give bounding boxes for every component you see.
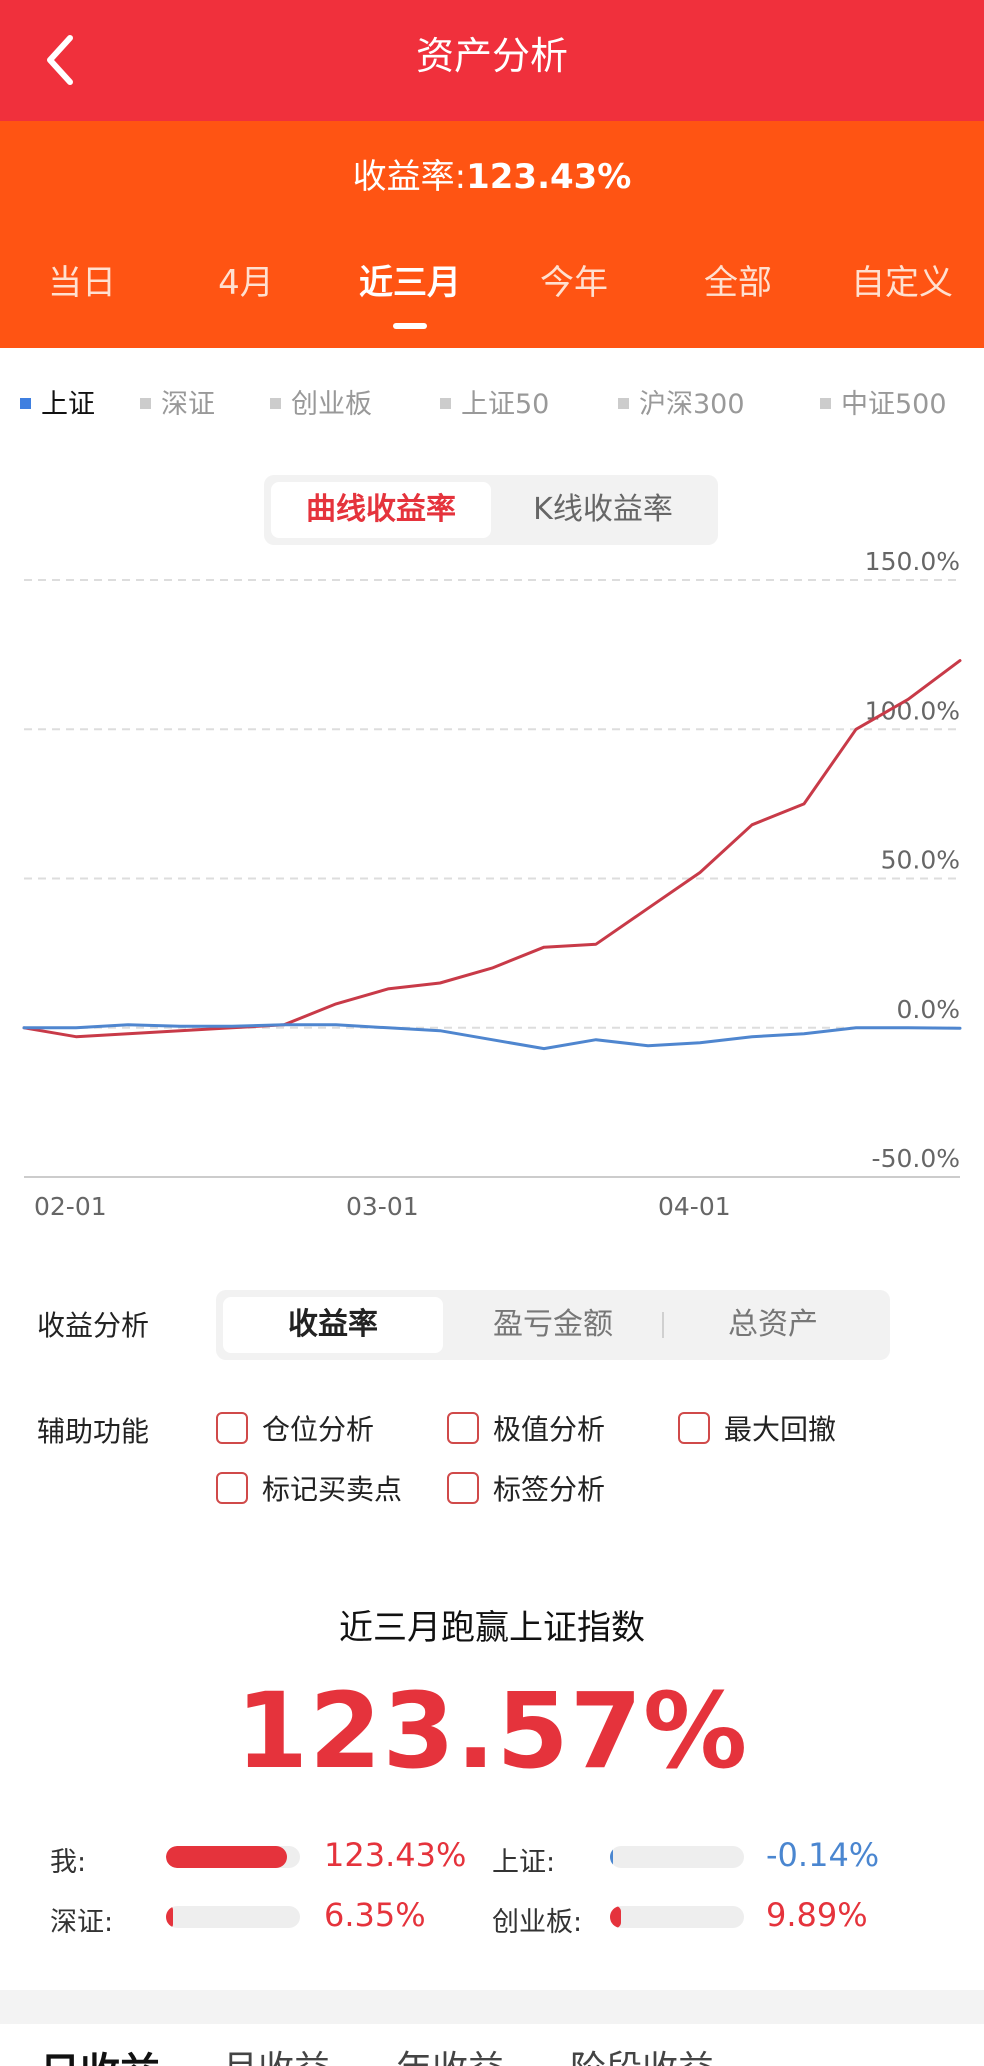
checkbox-icon — [216, 1472, 248, 1504]
y-tick-label: 150.0% — [865, 547, 960, 576]
yield-chart-svg: 150.0% 100.0% 50.0% 0.0% -50.0% 02-01 03-01 04-… — [22, 547, 962, 1221]
checkbox-icon — [678, 1412, 710, 1444]
checkbox-extreme-analysis[interactable]: 极值分析 — [447, 1410, 605, 1450]
tab-monthly-yield[interactable]: 月收益 — [222, 2040, 330, 2066]
index-cyb[interactable]: 创业板 — [270, 380, 372, 430]
tab-analysis-pnl[interactable]: 盈亏金额 — [493, 1307, 613, 1342]
checkbox-position-analysis[interactable]: 仓位分析 — [216, 1410, 374, 1450]
checkbox-icon — [447, 1472, 479, 1504]
tab-yearly-yield[interactable]: 年收益 — [396, 2040, 504, 2066]
tab-period-ytd[interactable]: 今年 — [540, 263, 608, 303]
beat-index-title: 近三月跑赢上证指数 — [339, 1608, 645, 1648]
tab-period-today[interactable]: 当日 — [48, 263, 116, 303]
summary-band: 收益率:123.43% 当日 4月 近三月 今年 全部 自定义 — [0, 121, 984, 348]
analysis-row: 收益分析 收益率 盈亏金额 总资产 — [0, 1290, 984, 1362]
compare-bar-fill — [166, 1906, 173, 1928]
checkbox-icon — [447, 1412, 479, 1444]
compare-value-cyb: 9.89% — [766, 1896, 868, 1934]
series-line-mine — [22, 659, 962, 1039]
x-tick-label: 04-01 — [658, 1192, 731, 1221]
compare-label-cyb: 创业板: — [492, 1907, 583, 1938]
checkbox-max-drawdown[interactable]: 最大回撤 — [678, 1410, 836, 1450]
bottom-tabs: 日收益 月收益 年收益 阶段收益 — [0, 2024, 984, 2066]
compare-label-sz: 深证: — [50, 1907, 114, 1938]
checkbox-trade-points[interactable]: 标记买卖点 — [216, 1470, 402, 1510]
index-sh[interactable]: 上证 — [20, 380, 95, 430]
mode-curve-yield[interactable]: 曲线收益率 — [271, 482, 491, 538]
checkbox-tag-analysis[interactable]: 标签分析 — [447, 1470, 605, 1510]
index-dot-icon — [140, 398, 151, 409]
yield-value: 123.43% — [466, 157, 632, 197]
compare-bar-fill — [610, 1906, 621, 1928]
active-tab-indicator — [393, 323, 427, 329]
compare-bar-fill — [166, 1846, 287, 1868]
x-tick-label: 02-01 — [34, 1192, 107, 1221]
compare-label-sh: 上证: — [492, 1847, 556, 1878]
aux-functions: 辅助功能 仓位分析 极值分析 最大回撤 标记买卖点 标签分析 — [0, 1410, 984, 1540]
tab-analysis-assets[interactable]: 总资产 — [728, 1307, 818, 1342]
tab-period-april[interactable]: 4月 — [218, 263, 274, 303]
index-dot-icon — [20, 398, 31, 409]
aux-label: 辅助功能 — [37, 1415, 150, 1448]
tab-stage-yield[interactable]: 阶段收益 — [570, 2040, 714, 2066]
compare-bar-sh — [610, 1846, 744, 1868]
compare-value-sz: 6.35% — [324, 1896, 426, 1934]
section-gap — [0, 1990, 984, 2024]
index-dot-icon — [440, 398, 451, 409]
page-title: 资产分析 — [415, 34, 568, 78]
compare-bar-fill — [610, 1846, 613, 1868]
index-sh50[interactable]: 上证50 — [440, 380, 549, 430]
total-yield: 收益率:123.43% — [0, 149, 984, 198]
compare-bar-cyb — [610, 1906, 744, 1928]
y-tick-label: 100.0% — [865, 696, 960, 725]
analysis-tabs: 收益率 盈亏金额 总资产 — [216, 1290, 890, 1360]
index-hs300[interactable]: 沪深300 — [618, 380, 745, 430]
beat-index-value: 123.57% — [235, 1670, 749, 1792]
index-dot-icon — [820, 398, 831, 409]
compare-value-sh: -0.14% — [766, 1836, 880, 1874]
compare-bar-mine — [166, 1846, 300, 1868]
y-tick-label: -50.0% — [872, 1144, 960, 1173]
y-tick-label: 0.0% — [896, 995, 960, 1024]
top-bar: 资产分析 — [0, 0, 984, 121]
compare-value-mine: 123.43% — [324, 1836, 467, 1874]
checkbox-icon — [216, 1412, 248, 1444]
mode-kline-yield[interactable]: K线收益率 — [533, 492, 673, 527]
period-tabs: 当日 4月 近三月 今年 全部 自定义 — [0, 261, 984, 341]
tab-period-custom[interactable]: 自定义 — [851, 263, 953, 303]
index-zz500[interactable]: 中证500 — [820, 380, 947, 430]
compare-bar-sz — [166, 1906, 300, 1928]
y-tick-label: 50.0% — [881, 846, 960, 875]
x-tick-label: 03-01 — [346, 1192, 419, 1221]
yield-chart: 150.0% 100.0% 50.0% 0.0% -50.0% 02-01 03-01 04-… — [0, 540, 984, 1240]
index-selector: 上证 深证 创业板 上证50 沪深300 中证500 — [0, 380, 984, 430]
tab-divider — [662, 1312, 664, 1338]
tab-daily-yield[interactable]: 日收益 — [40, 2040, 160, 2066]
tab-period-all[interactable]: 全部 — [704, 263, 772, 303]
index-dot-icon — [618, 398, 629, 409]
comparison-grid: 我: 123.43% 上证: -0.14% 深证: 6.35% 创业板: 9.8… — [0, 1830, 984, 1950]
chart-mode-toggle: 曲线收益率 K线收益率 — [264, 475, 718, 545]
tab-analysis-yield[interactable]: 收益率 — [223, 1297, 443, 1353]
tab-period-3months[interactable]: 近三月 — [328, 261, 492, 341]
back-arrow-icon[interactable] — [40, 30, 84, 90]
yield-label: 收益率: — [352, 157, 467, 197]
analysis-label: 收益分析 — [37, 1309, 150, 1342]
index-sz[interactable]: 深证 — [140, 380, 215, 430]
index-dot-icon — [270, 398, 281, 409]
series-line-index — [22, 1023, 962, 1051]
compare-label-mine: 我: — [50, 1847, 87, 1878]
